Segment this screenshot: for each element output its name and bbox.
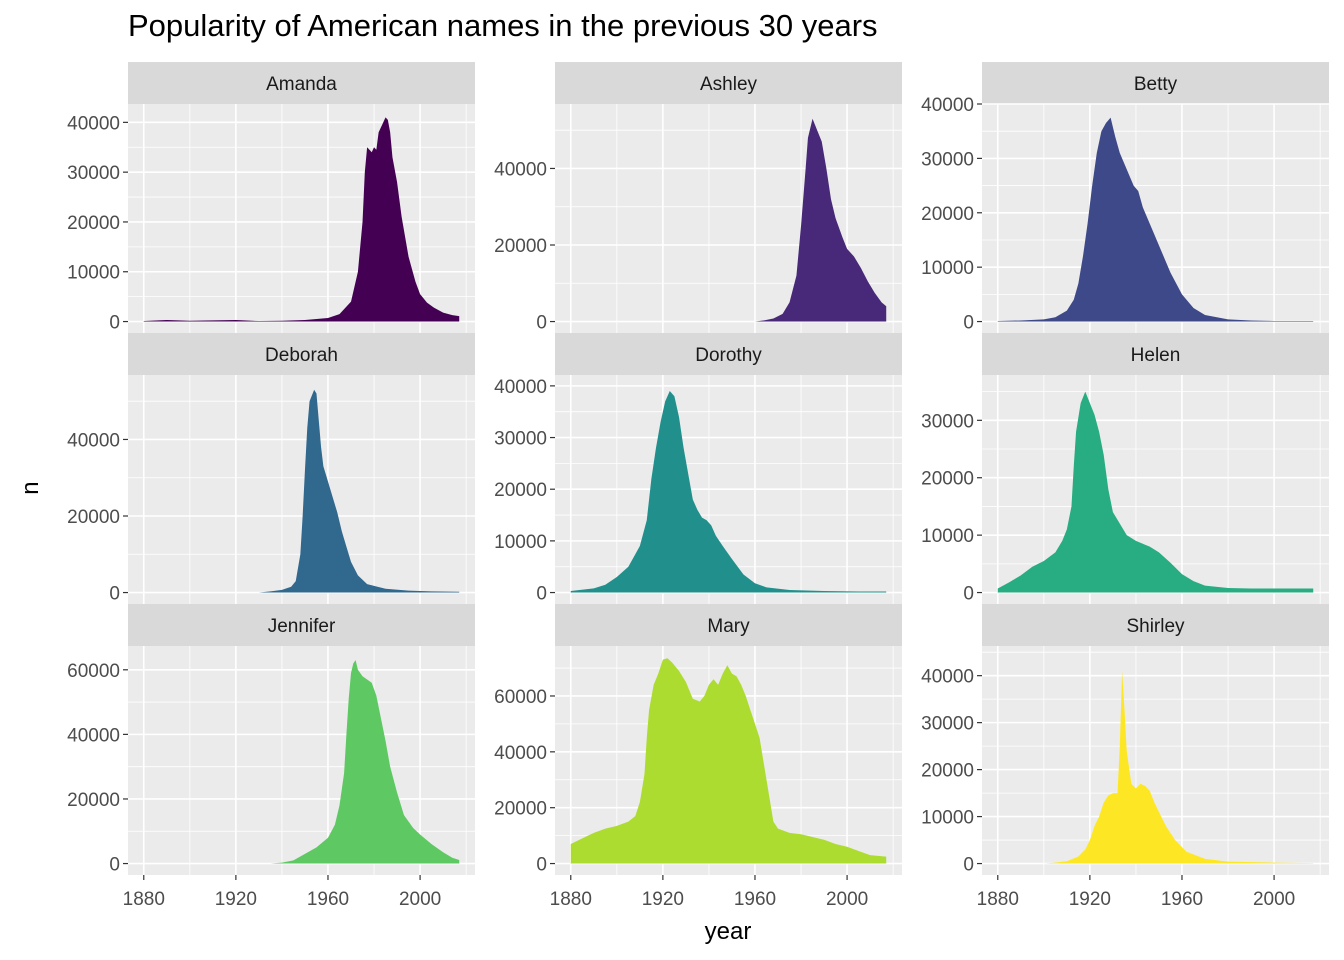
facet-label: Betty bbox=[1134, 74, 1178, 95]
y-tick-label: 10000 bbox=[494, 532, 547, 553]
facet-label: Mary bbox=[707, 616, 750, 637]
series-area bbox=[143, 660, 460, 864]
y-tick-label: 40000 bbox=[494, 743, 547, 764]
y-tick-label: 20000 bbox=[67, 790, 120, 811]
facet-strip bbox=[555, 333, 902, 375]
panel-dorothy: Dorothy 0 10000 20000 30000 40000 bbox=[494, 333, 902, 605]
facet-strip bbox=[128, 604, 475, 646]
x-tick-label: 1920 bbox=[215, 889, 257, 910]
y-tick-label: 40000 bbox=[67, 430, 120, 451]
x-tick-label: 1880 bbox=[977, 889, 1019, 910]
facet-label: Dorothy bbox=[695, 345, 762, 366]
series-area bbox=[570, 118, 887, 322]
y-tick-label: 0 bbox=[963, 855, 974, 876]
series-area bbox=[143, 117, 460, 322]
x-axis-title: year bbox=[705, 918, 752, 945]
y-tick-label: 20000 bbox=[67, 213, 120, 234]
panel-amanda: Amanda 0 10000 20000 30000 40000 bbox=[67, 62, 475, 334]
panel-ashley: Ashley 0 20000 40000 bbox=[494, 62, 902, 334]
y-tick-label: 10000 bbox=[921, 258, 974, 279]
facet-strip bbox=[128, 62, 475, 104]
series-area bbox=[570, 391, 887, 593]
y-tick-label: 10000 bbox=[67, 263, 120, 284]
facet-strip bbox=[982, 62, 1329, 104]
y-tick-label: 0 bbox=[109, 313, 120, 334]
panel-deborah: Deborah 0 20000 40000 bbox=[67, 333, 475, 605]
x-tick-label: 1880 bbox=[123, 889, 165, 910]
facet-label: Amanda bbox=[266, 74, 337, 95]
y-tick-label: 30000 bbox=[67, 163, 120, 184]
y-tick-label: 40000 bbox=[921, 667, 974, 688]
y-tick-label: 40000 bbox=[494, 377, 547, 398]
x-tick-label: 1960 bbox=[307, 889, 349, 910]
y-tick-label: 60000 bbox=[67, 661, 120, 682]
y-tick-label: 20000 bbox=[921, 469, 974, 490]
x-tick-label: 2000 bbox=[1253, 889, 1295, 910]
facet-strip bbox=[982, 333, 1329, 375]
x-tick-label: 2000 bbox=[826, 889, 868, 910]
y-tick-label: 30000 bbox=[494, 429, 547, 450]
facet-label: Shirley bbox=[1126, 616, 1185, 637]
y-tick-label: 40000 bbox=[67, 113, 120, 134]
y-tick-label: 0 bbox=[963, 313, 974, 334]
y-tick-label: 0 bbox=[109, 855, 120, 876]
y-tick-label: 40000 bbox=[494, 159, 547, 180]
y-tick-label: 20000 bbox=[494, 480, 547, 501]
y-tick-label: 60000 bbox=[494, 687, 547, 708]
x-tick-label: 1920 bbox=[642, 889, 684, 910]
facet-label: Jennifer bbox=[268, 616, 336, 637]
y-tick-label: 40000 bbox=[921, 95, 974, 116]
series-area bbox=[997, 670, 1314, 864]
y-tick-label: 20000 bbox=[921, 204, 974, 225]
y-tick-label: 0 bbox=[963, 584, 974, 605]
y-tick-label: 40000 bbox=[67, 725, 120, 746]
panel-jennifer: Jennifer 0 20000 40000 60000 1880 1920 1960 2000 bbox=[67, 604, 475, 910]
facet-strip bbox=[982, 604, 1329, 646]
panel-mary: Mary 0 20000 40000 60000 1880 1920 1960 2000 bbox=[494, 604, 902, 910]
y-tick-label: 10000 bbox=[921, 808, 974, 829]
facet-label: Deborah bbox=[265, 345, 338, 366]
facet-strip bbox=[555, 62, 902, 104]
y-tick-label: 20000 bbox=[67, 507, 120, 528]
facet-label: Ashley bbox=[700, 74, 758, 95]
x-tick-label: 1880 bbox=[550, 889, 592, 910]
x-tick-label: 1960 bbox=[734, 889, 776, 910]
y-tick-label: 0 bbox=[109, 584, 120, 605]
y-tick-label: 10000 bbox=[921, 526, 974, 547]
y-tick-label: 0 bbox=[536, 313, 547, 334]
y-tick-label: 30000 bbox=[921, 149, 974, 170]
y-tick-label: 30000 bbox=[921, 411, 974, 432]
panel-helen: Helen 0 10000 20000 30000 bbox=[921, 333, 1329, 605]
facet-label: Helen bbox=[1131, 345, 1181, 366]
series-area bbox=[143, 389, 460, 593]
y-tick-label: 30000 bbox=[921, 714, 974, 735]
panel-shirley: Shirley 0 10000 20000 30000 40000 1880 1920 1960… bbox=[921, 604, 1329, 910]
y-tick-label: 0 bbox=[536, 855, 547, 876]
chart-title: Popularity of American names in the prev… bbox=[128, 8, 878, 43]
series-area bbox=[570, 658, 887, 864]
series-area bbox=[997, 117, 1314, 322]
y-tick-label: 20000 bbox=[494, 236, 547, 257]
panel-betty: Betty 0 10000 20000 30000 40000 bbox=[921, 62, 1329, 334]
facet-strip bbox=[555, 604, 902, 646]
series-area bbox=[997, 391, 1314, 593]
y-tick-label: 20000 bbox=[494, 799, 547, 820]
y-axis-title: n bbox=[17, 481, 44, 494]
x-tick-label: 1960 bbox=[1161, 889, 1203, 910]
facet-strip bbox=[128, 333, 475, 375]
y-tick-label: 0 bbox=[536, 584, 547, 605]
x-tick-label: 1920 bbox=[1069, 889, 1111, 910]
x-tick-label: 2000 bbox=[399, 889, 441, 910]
y-tick-label: 20000 bbox=[921, 761, 974, 782]
